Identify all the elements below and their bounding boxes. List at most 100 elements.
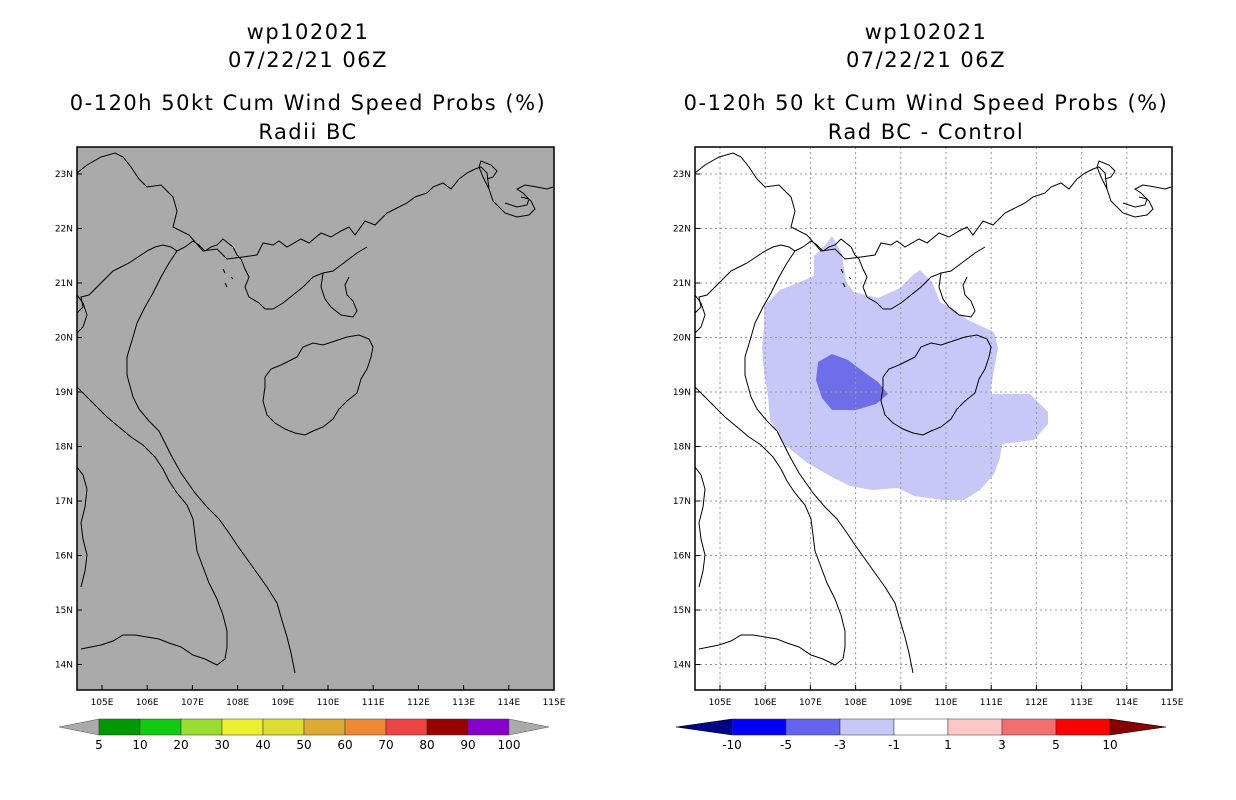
colorbar-label: 100 [498, 738, 521, 752]
light-blue-probability-region [762, 236, 1048, 500]
lat-tick-label: 23N [673, 170, 691, 180]
colorbar-swatch [221, 718, 264, 736]
lon-tick-label: 111E [980, 698, 1003, 708]
left-colorbar: 5 10 20 30 40 50 60 70 80 90 100 [58, 718, 550, 752]
left-lon-ticks: 105E 106E 107E 108E 109E 110E 111E 112E 113E 114E… [91, 685, 566, 708]
colorbar-left-arrow [58, 718, 100, 736]
colorbar-label: 50 [296, 738, 311, 752]
lat-tick-label: 18N [55, 443, 73, 453]
lat-tick-label: 20N [673, 334, 691, 344]
lon-tick-label: 106E [136, 698, 159, 708]
lat-tick-label: 14N [55, 661, 73, 671]
lon-tick-label: 112E [407, 698, 430, 708]
lat-tick-label: 20N [55, 334, 73, 344]
right-colorbar: -10 -5 -3 -1 1 3 5 10 [675, 718, 1167, 752]
dark-blue-probability-region [816, 354, 888, 410]
lat-tick-label: 15N [55, 606, 73, 616]
colorbar-swatch [344, 718, 387, 736]
colorbar-swatch [893, 718, 949, 736]
lat-tick-label: 21N [55, 279, 73, 289]
lat-tick-label: 16N [55, 552, 73, 562]
colorbar-swatch [785, 718, 841, 736]
colorbar-label: 90 [460, 738, 475, 752]
left-title-product: 0-120h 50kt Cum Wind Speed Probs (%) [69, 91, 547, 115]
lat-tick-label: 14N [673, 661, 691, 671]
lat-tick-label: 23N [55, 170, 73, 180]
lon-tick-label: 110E [935, 698, 958, 708]
right-lat-ticks: 23N 22N 21N 20N 19N 18N 17N 16N 15N 14N [673, 170, 700, 671]
colorbar-label: 40 [255, 738, 270, 752]
lon-tick-label: 105E [91, 698, 114, 708]
lon-tick-label: 109E [271, 698, 294, 708]
right-map-frame [694, 146, 1173, 691]
lon-tick-label: 114E [497, 698, 520, 708]
colorbar-label: 10 [132, 738, 147, 752]
colorbar-swatch [303, 718, 346, 736]
colorbar-label: -3 [834, 738, 846, 752]
right-lon-ticks: 105E 106E 107E 108E 109E 110E 111E 112E 113E 114E… [709, 685, 1184, 708]
colorbar-swatch [262, 718, 305, 736]
lat-tick-label: 21N [673, 279, 691, 289]
lon-tick-label: 108E [226, 698, 249, 708]
lon-tick-label: 108E [844, 698, 867, 708]
colorbar-label: 10 [1102, 738, 1117, 752]
left-title-storm: wp102021 [246, 20, 370, 44]
colorbar-label: 20 [173, 738, 188, 752]
left-lat-ticks: 23N 22N 21N 20N 19N 18N 17N 16N 15N 14N [55, 170, 82, 671]
left-title-date: 07/22/21 06Z [227, 48, 389, 72]
lon-tick-label: 115E [543, 698, 566, 708]
right-title-subtitle: Rad BC - Control [827, 120, 1025, 144]
lon-tick-label: 112E [1025, 698, 1048, 708]
colorbar-label: -5 [780, 738, 792, 752]
lon-tick-label: 113E [1070, 698, 1093, 708]
colorbar-right-arrow [508, 718, 550, 736]
colorbar-left-arrow [675, 718, 733, 736]
colorbar-swatch [180, 718, 223, 736]
colorbar-swatch [947, 718, 1003, 736]
lon-tick-label: 115E [1161, 698, 1184, 708]
right-title-product: 0-120h 50 kt Cum Wind Speed Probs (%) [683, 91, 1169, 115]
colorbar-label: 70 [378, 738, 393, 752]
left-map-background [77, 147, 554, 690]
colorbar-label: 1 [944, 738, 952, 752]
colorbar-label: 3 [998, 738, 1006, 752]
colorbar-label: 5 [95, 738, 103, 752]
colorbar-label: 60 [337, 738, 352, 752]
lat-tick-label: 22N [673, 225, 691, 235]
lat-tick-label: 17N [55, 497, 73, 507]
right-title-storm: wp102021 [864, 20, 988, 44]
lon-tick-label: 107E [799, 698, 822, 708]
right-title-date: 07/22/21 06Z [845, 48, 1007, 72]
colorbar-right-arrow [1109, 718, 1167, 736]
lon-tick-label: 105E [709, 698, 732, 708]
left-title-subtitle: Radii BC [258, 120, 358, 144]
lon-tick-label: 113E [452, 698, 475, 708]
lat-tick-label: 19N [55, 388, 73, 398]
lat-tick-label: 18N [673, 443, 691, 453]
lon-tick-label: 106E [754, 698, 777, 708]
colorbar-label: -10 [722, 738, 742, 752]
colorbar-swatch [467, 718, 510, 736]
lon-tick-label: 110E [317, 698, 340, 708]
left-map-frame [76, 146, 555, 691]
colorbar-label: -1 [888, 738, 900, 752]
colorbar-label: 5 [1052, 738, 1060, 752]
lon-tick-label: 111E [362, 698, 385, 708]
colorbar-swatch [139, 718, 182, 736]
lat-tick-label: 15N [673, 606, 691, 616]
colorbar-swatch [385, 718, 428, 736]
lat-tick-label: 17N [673, 497, 691, 507]
colorbar-swatch [98, 718, 141, 736]
lon-tick-label: 114E [1115, 698, 1138, 708]
lat-tick-label: 22N [55, 225, 73, 235]
lon-tick-label: 107E [181, 698, 204, 708]
lat-tick-label: 16N [673, 552, 691, 562]
lat-tick-label: 19N [673, 388, 691, 398]
lon-tick-label: 109E [889, 698, 912, 708]
colorbar-swatch [1055, 718, 1111, 736]
colorbar-label: 30 [214, 738, 229, 752]
colorbar-swatch [839, 718, 895, 736]
